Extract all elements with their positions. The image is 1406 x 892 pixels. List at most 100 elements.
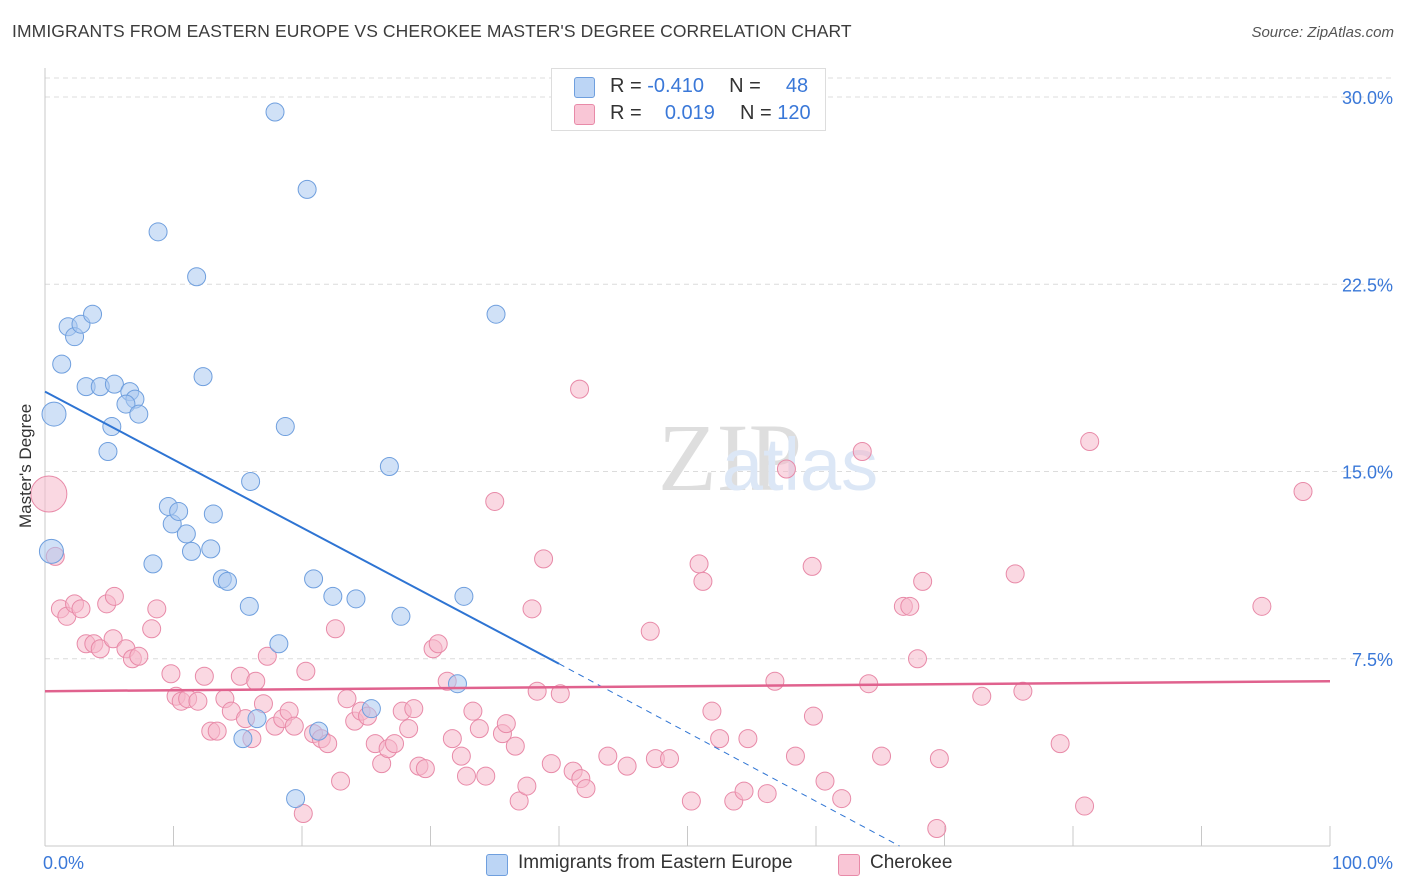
eastern-europe-point xyxy=(203,504,223,524)
cherokee-point xyxy=(103,629,123,649)
eastern-europe-point xyxy=(265,102,285,122)
source-label: Source: ZipAtlas.com xyxy=(1251,24,1394,41)
n-value-pink: 120 xyxy=(777,102,811,124)
cherokee-point xyxy=(284,716,304,736)
cherokee-point xyxy=(900,596,920,616)
eastern-europe-point xyxy=(201,539,221,559)
cherokee-point xyxy=(617,756,637,776)
cherokee-point xyxy=(90,639,110,659)
grid-lines xyxy=(45,77,1392,660)
eastern-europe-point xyxy=(454,586,474,606)
cherokee-point xyxy=(576,779,596,799)
eastern-europe-point xyxy=(309,721,329,741)
eastern-europe-point xyxy=(346,589,366,609)
y-axis-label: Master's Degree xyxy=(16,403,35,528)
cherokee-point xyxy=(702,701,722,721)
cherokee-point xyxy=(640,621,660,641)
cherokee-point xyxy=(142,619,162,639)
cherokee-point xyxy=(734,781,754,801)
cherokee-point xyxy=(1293,481,1313,501)
cherokee-point xyxy=(832,789,852,809)
eastern-europe-point xyxy=(98,442,118,462)
eastern-europe-point xyxy=(486,304,506,324)
cherokee-point xyxy=(1252,596,1272,616)
r-label: R = xyxy=(610,75,642,97)
eastern-europe-point xyxy=(304,569,324,589)
eastern-europe-point xyxy=(129,404,149,424)
cherokee-point xyxy=(598,746,618,766)
eastern-europe-point xyxy=(104,374,124,394)
eastern-europe-point xyxy=(187,267,207,287)
watermark-atlas: atlas xyxy=(722,423,878,506)
trend-lines xyxy=(44,390,1331,847)
eastern-europe-point xyxy=(239,596,259,616)
tick-labels: 7.5% 15.0% 22.5% 30.0% 0.0% 100.0% xyxy=(43,88,1393,873)
y-tick-label: 30.0% xyxy=(1342,88,1393,108)
cherokee-point xyxy=(803,706,823,726)
cherokee-point xyxy=(1075,796,1095,816)
eastern-europe-point xyxy=(286,789,306,809)
eastern-europe-point xyxy=(83,304,103,324)
cherokee-point xyxy=(929,749,949,769)
cherokee-point xyxy=(476,766,496,786)
legend-label-eastern-europe: Immigrants from Eastern Europe xyxy=(518,852,793,873)
eastern-europe-point xyxy=(233,729,253,749)
x-tick-label: 0.0% xyxy=(43,853,84,873)
cherokee-point xyxy=(404,699,424,719)
n-label: N = xyxy=(740,102,772,124)
cherokee-point xyxy=(1080,432,1100,452)
cherokee-point xyxy=(451,746,471,766)
cherokee-point xyxy=(509,791,529,811)
cherokee-point xyxy=(534,549,554,569)
cherokee-point xyxy=(765,671,785,691)
eastern-europe-point xyxy=(148,222,168,242)
cherokee-point xyxy=(913,571,933,591)
cherokee-point xyxy=(246,671,266,691)
cherokee-point xyxy=(161,664,181,684)
legend-swatch-blue xyxy=(486,854,508,876)
cherokee-point xyxy=(129,646,149,666)
cherokee-point xyxy=(1050,734,1070,754)
cherokee-point xyxy=(852,442,872,462)
cherokee-point xyxy=(496,714,516,734)
cherokee-point xyxy=(1005,564,1025,584)
cherokee-point xyxy=(505,736,525,756)
cherokee-point xyxy=(689,554,709,574)
cherokee-point xyxy=(257,646,277,666)
cherokee-point xyxy=(385,734,405,754)
eastern-europe-trend-line xyxy=(44,390,560,665)
y-tick-label: 22.5% xyxy=(1342,275,1393,295)
cherokee-point xyxy=(541,754,561,774)
eastern-europe-point xyxy=(181,541,201,561)
legend-swatch-pink xyxy=(838,854,860,876)
eastern-europe-trend-extension xyxy=(558,663,900,847)
cherokee-point xyxy=(802,556,822,576)
cherokee-point xyxy=(1013,681,1033,701)
eastern-europe-point xyxy=(241,471,261,491)
eastern-europe-point xyxy=(361,699,381,719)
eastern-europe-point xyxy=(447,674,467,694)
cherokee-point xyxy=(927,819,947,839)
cherokee-point xyxy=(415,759,435,779)
eastern-europe-point xyxy=(275,417,295,437)
cherokee-point xyxy=(972,686,992,706)
cherokee-point xyxy=(331,771,351,791)
axes xyxy=(44,68,1331,847)
eastern-europe-point xyxy=(116,394,136,414)
cherokee-point xyxy=(463,701,483,721)
cherokee-point xyxy=(522,599,542,619)
cherokee-point xyxy=(147,599,167,619)
eastern-europe-point xyxy=(297,179,317,199)
legend-text-pink: R = 0.019 N = 120 xyxy=(610,102,811,125)
correlation-legend: R = -0.410 N = 48 R = 0.019 N = 120 xyxy=(551,68,826,131)
eastern-europe-point xyxy=(38,538,64,564)
legend-label-cherokee: Cherokee xyxy=(870,852,953,873)
x-tick-label: 100.0% xyxy=(1332,853,1393,873)
cherokee-point xyxy=(785,746,805,766)
cherokee-point xyxy=(194,666,214,686)
chart-title: IMMIGRANTS FROM EASTERN EUROPE VS CHEROK… xyxy=(12,21,852,41)
cherokee-point xyxy=(104,586,124,606)
cherokee-point xyxy=(296,661,316,681)
y-tick-label: 15.0% xyxy=(1342,463,1393,483)
